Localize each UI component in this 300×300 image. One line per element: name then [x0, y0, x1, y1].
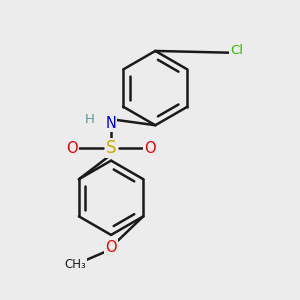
Text: H: H [85, 113, 95, 126]
Text: S: S [106, 139, 116, 157]
Text: O: O [105, 240, 117, 255]
Text: O: O [144, 141, 156, 156]
Text: Cl: Cl [230, 44, 243, 57]
Text: CH₃: CH₃ [65, 259, 87, 272]
Text: N: N [106, 116, 116, 131]
Text: O: O [66, 141, 78, 156]
